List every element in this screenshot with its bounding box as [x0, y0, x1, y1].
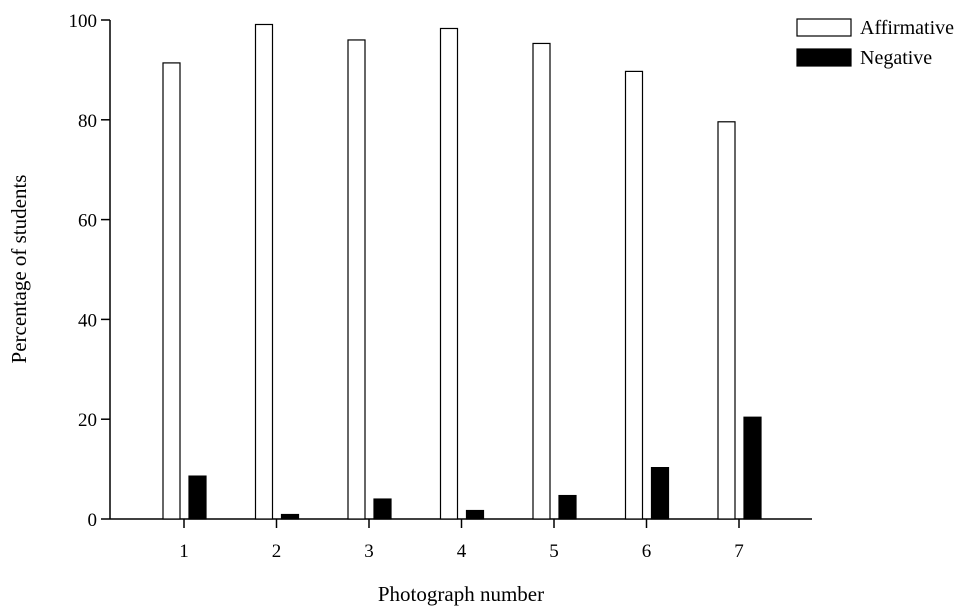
x-axis: 1 2 3 4 5 6 7	[110, 518, 812, 562]
legend-swatch-negative	[796, 48, 852, 67]
bar-negative-2	[280, 513, 300, 520]
bars	[162, 23, 762, 520]
bar-negative-4	[465, 509, 485, 520]
bar-negative-7	[743, 416, 762, 520]
bar-affirmative-6	[624, 70, 644, 520]
legend: Affirmative Negative	[796, 17, 954, 69]
y-axis: 0 20 40 60 80 100	[69, 11, 111, 531]
bar-negative-1	[188, 475, 207, 520]
bar-negative-3	[373, 498, 392, 520]
x-tick-label: 2	[272, 541, 282, 562]
legend-swatch-affirmative	[796, 18, 852, 37]
bar-affirmative-1	[162, 62, 181, 520]
x-tick-label: 7	[734, 541, 744, 562]
bar-negative-6	[650, 467, 670, 520]
y-tick-label: 40	[78, 310, 97, 331]
x-tick-label: 4	[457, 541, 467, 562]
bar-affirmative-7	[717, 121, 736, 520]
y-tick-label: 80	[78, 111, 97, 132]
y-axis-title: Percentage of students	[7, 175, 31, 364]
x-tick-label: 3	[364, 541, 374, 562]
y-tick-label: 100	[69, 11, 98, 32]
x-axis-title: Photograph number	[378, 582, 544, 606]
x-tick-label: 6	[642, 541, 652, 562]
y-tick-label: 60	[78, 211, 97, 232]
legend-label-affirmative: Affirmative	[860, 17, 954, 39]
bar-affirmative-3	[347, 39, 366, 520]
bar-affirmative-4	[439, 27, 459, 520]
bar-affirmative-2	[254, 23, 274, 520]
bar-affirmative-5	[532, 42, 551, 520]
legend-label-negative: Negative	[860, 47, 932, 69]
y-tick-label: 20	[78, 410, 97, 431]
x-tick-label: 5	[549, 541, 559, 562]
y-tick-label: 0	[88, 510, 98, 531]
x-tick-label: 1	[179, 541, 189, 562]
bar-negative-5	[558, 494, 577, 520]
